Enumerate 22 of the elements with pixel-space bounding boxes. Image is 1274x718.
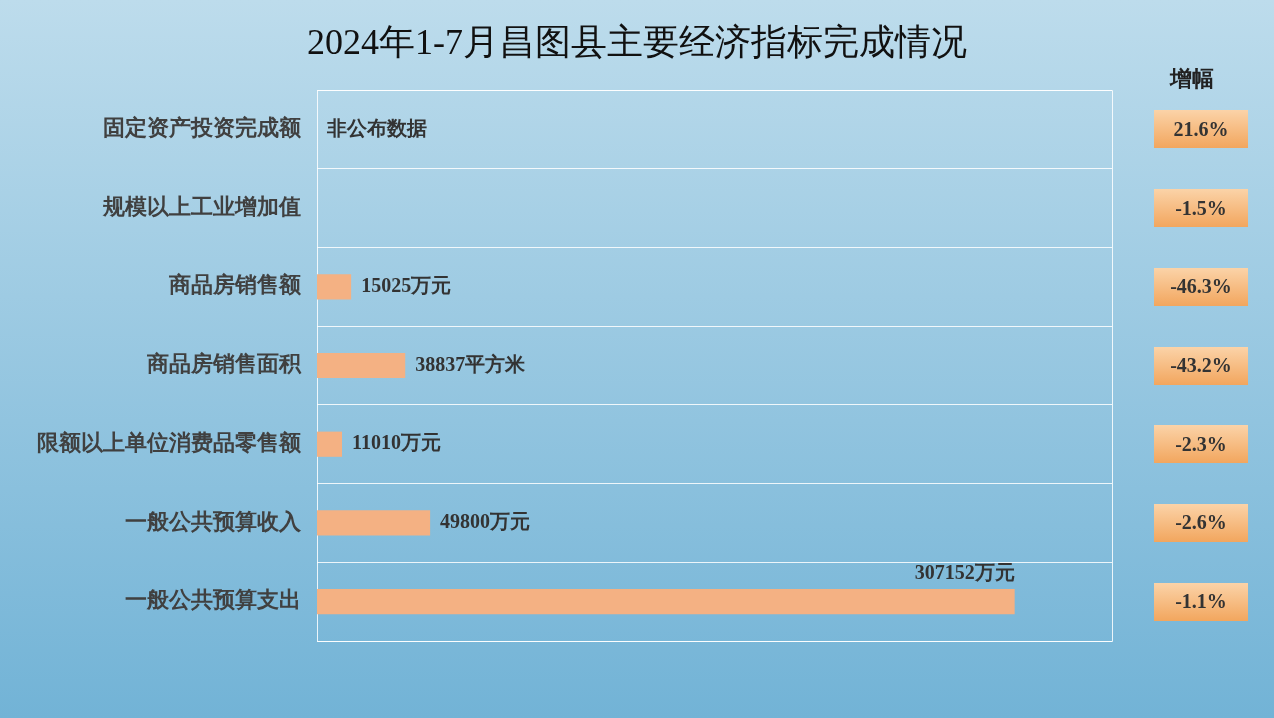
text: -43.2% bbox=[1154, 346, 1248, 385]
data-label: 11010万元 bbox=[352, 431, 441, 454]
text: -1.1% bbox=[1154, 582, 1248, 621]
y-tick-label: 商品房销售面积 bbox=[146, 351, 302, 377]
y-tick-label: 商品房销售额 bbox=[168, 272, 302, 298]
text: 增幅 bbox=[1168, 65, 1215, 93]
text: -2.3% bbox=[1154, 425, 1248, 464]
y-tick-label: 限额以上单位消费品零售额 bbox=[37, 429, 302, 455]
y-tick-label: 规模以上工业增加值 bbox=[102, 193, 301, 219]
text: 非公布数据 bbox=[327, 116, 427, 139]
text: -1.5% bbox=[1154, 189, 1248, 228]
data-label: 307152万元 bbox=[914, 560, 1015, 583]
y-tick-label: 一般公共预算支出 bbox=[125, 587, 301, 613]
text: -46.3% bbox=[1154, 267, 1248, 306]
y-tick-label: 一般公共预算收入 bbox=[125, 508, 302, 534]
data-label: 15025万元 bbox=[361, 273, 452, 296]
text: 21.6% bbox=[1154, 110, 1248, 149]
text: -2.6% bbox=[1154, 503, 1248, 542]
chart-title: 2024年1-7月昌图县主要经济指标完成情况 bbox=[306, 21, 968, 64]
data-label: 49800万元 bbox=[440, 510, 531, 533]
y-tick-label: 固定资产投资完成额 bbox=[103, 115, 302, 141]
data-label: 38837平方米 bbox=[415, 352, 527, 375]
